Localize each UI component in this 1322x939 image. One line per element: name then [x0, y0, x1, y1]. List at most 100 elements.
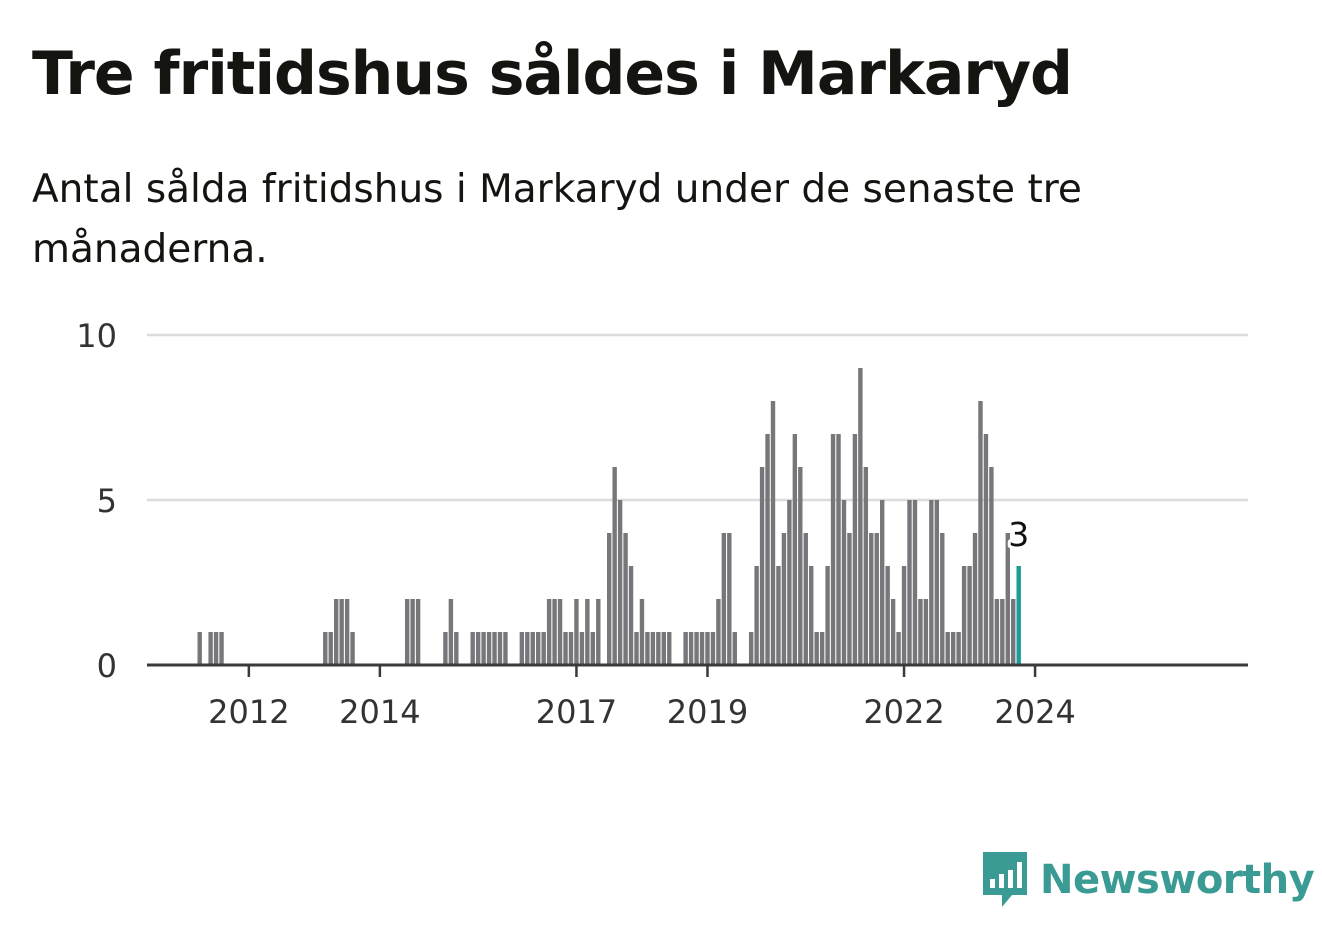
bar [748, 632, 754, 665]
bar [989, 467, 994, 665]
bar [350, 632, 355, 665]
bar [907, 500, 912, 665]
bar [934, 500, 939, 665]
bar [213, 632, 219, 665]
y-tick-label: 0 [97, 647, 117, 685]
bar [574, 599, 579, 665]
bar [956, 632, 961, 665]
bar [497, 632, 503, 665]
bar [852, 434, 858, 665]
bar [563, 632, 568, 665]
bar [557, 599, 563, 665]
bar [197, 632, 202, 665]
bar [830, 434, 836, 665]
axes: 0 5 10 2012 2014 2017 2019 2022 2024 [76, 317, 1248, 731]
bar [983, 434, 989, 665]
bar [486, 632, 492, 665]
bar [967, 566, 972, 665]
bar [765, 434, 770, 665]
bar [585, 599, 590, 665]
bar [809, 566, 814, 665]
bar [617, 500, 623, 665]
bar [716, 599, 721, 665]
bar [929, 500, 934, 665]
newsworthy-logo-icon [983, 852, 1027, 907]
bar [825, 566, 830, 665]
bar [885, 566, 890, 665]
bar [328, 632, 333, 665]
bar [628, 566, 634, 665]
bar [841, 500, 847, 665]
bar [492, 632, 497, 665]
bar [710, 632, 716, 665]
bar [448, 599, 454, 665]
bar [404, 599, 410, 665]
bar [568, 632, 574, 665]
bar [623, 533, 628, 665]
bar [803, 533, 808, 665]
bar [339, 599, 344, 665]
bar [552, 599, 557, 665]
bar [475, 632, 481, 665]
bar [732, 632, 737, 665]
bar [639, 599, 645, 665]
chart-title: Tre fritidshus såldes i Markaryd [32, 39, 1073, 109]
bar [890, 599, 896, 665]
bar [334, 599, 339, 665]
bar [721, 533, 727, 665]
data-labels: 3 [1005, 512, 1032, 557]
bar [694, 632, 699, 665]
brand-name: Newsworthy [1040, 857, 1315, 903]
bar [814, 632, 819, 665]
bar [770, 401, 776, 665]
bar [645, 632, 650, 665]
bar [1005, 533, 1010, 665]
chart-subtitle: Antal sålda fritidshus i Markaryd under … [32, 167, 1082, 272]
data-label-latest: 3 [1008, 515, 1029, 554]
bar [634, 632, 639, 665]
bar [759, 467, 765, 665]
bar [650, 632, 656, 665]
bar [219, 632, 224, 665]
bar [858, 368, 863, 665]
bar [415, 599, 421, 665]
x-tick-label: 2017 [536, 693, 617, 731]
x-tick-label: 2024 [994, 693, 1075, 731]
y-tick-label: 10 [76, 317, 117, 355]
y-tick-label: 5 [97, 482, 117, 520]
bar [607, 533, 612, 665]
bar [323, 632, 328, 665]
bar [661, 632, 666, 665]
bar [950, 632, 956, 665]
bar [880, 500, 885, 665]
x-tick-label: 2022 [863, 693, 944, 731]
bar [901, 566, 907, 665]
bar [792, 434, 798, 665]
brand-logo: Newsworthy [980, 848, 1315, 912]
x-tick-label: 2014 [339, 693, 420, 731]
bar-highlight [1016, 566, 1021, 665]
bar [874, 533, 879, 665]
bar [579, 632, 585, 665]
bar [787, 500, 792, 665]
bar [918, 599, 923, 665]
bar [847, 533, 852, 665]
bar [503, 632, 508, 665]
bar [994, 599, 1000, 665]
bar [776, 566, 781, 665]
bar [667, 632, 672, 665]
bar [923, 599, 929, 665]
bar [536, 632, 541, 665]
bar [530, 632, 535, 665]
bar [344, 599, 350, 665]
bar [940, 533, 945, 665]
bars [197, 368, 1021, 665]
bar [546, 599, 552, 665]
bar [683, 632, 688, 665]
bar [896, 632, 901, 665]
bar [781, 533, 787, 665]
bar [972, 533, 978, 665]
bar [863, 467, 869, 665]
bar [912, 500, 918, 665]
